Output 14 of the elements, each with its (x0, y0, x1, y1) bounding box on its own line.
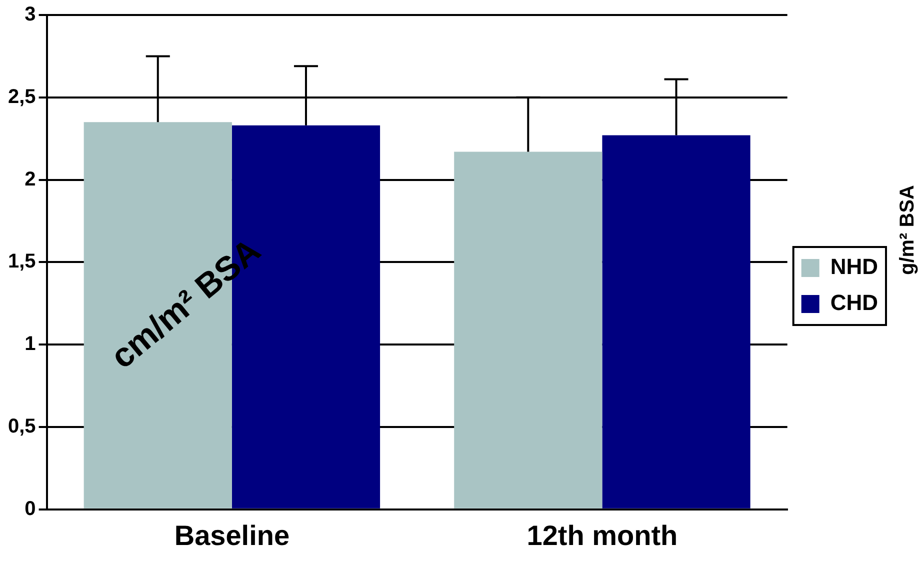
legend-label: CHD (830, 290, 878, 316)
y-tick-label: 3 (24, 4, 36, 26)
x-tick-label: Baseline (174, 520, 290, 551)
y-tick-label: 2 (24, 168, 36, 190)
y-tick-label: 2,5 (8, 86, 36, 108)
y-tick-label: 1 (24, 333, 36, 356)
bar (454, 152, 602, 508)
y-tick-label: 1,5 (8, 250, 36, 273)
y-tick-label: 0,5 (8, 416, 36, 438)
text: g/m² BSA (896, 185, 919, 275)
y-tick-label: 0 (24, 498, 36, 520)
x-tick-label: 12th month (526, 520, 678, 551)
bar (602, 135, 750, 508)
legend-label: NHD (830, 254, 878, 280)
